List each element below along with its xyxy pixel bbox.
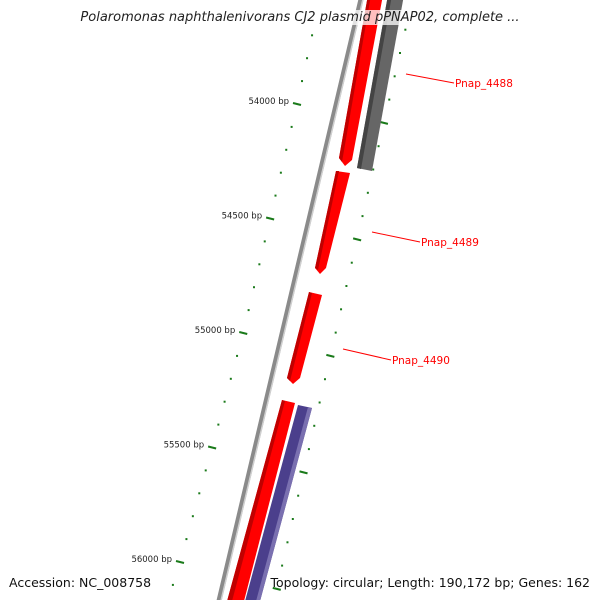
- gene-forward-4-shade: [227, 400, 285, 600]
- gene-label[interactable]: Pnap_4489: [421, 237, 479, 249]
- gene-label[interactable]: Pnap_4488: [455, 78, 513, 90]
- major-tick: [326, 353, 335, 358]
- gene-reverse-purple[interactable]: [244, 405, 312, 600]
- gene-label[interactable]: Pnap_4490: [392, 355, 450, 367]
- gene-pnap-4489[interactable]: [315, 171, 350, 274]
- map-title: Polaromonas naphthalenivorans CJ2 plasmi…: [0, 10, 600, 25]
- gene-forward-1[interactable]: [339, 0, 383, 166]
- backbone: [216, 0, 364, 600]
- gene-pnap-4488-shade: [357, 0, 392, 169]
- tick-label: 54000 bp: [248, 97, 289, 107]
- tick-label: 55000 bp: [195, 326, 236, 336]
- label-line-pnap-4488: [405, 73, 455, 84]
- gene-pnap-4490-shade: [287, 292, 312, 381]
- gene-pnap-4490[interactable]: [287, 292, 322, 384]
- tick-label: 56000 bp: [131, 555, 172, 565]
- accession-label: Accession: NC_008758: [9, 575, 152, 590]
- topology-label: Topology: circular; Length: 190,172 bp; …: [270, 575, 591, 590]
- major-tick: [272, 586, 281, 591]
- major-tick: [238, 331, 248, 335]
- major-tick: [379, 120, 389, 125]
- gene-pnap-4489-shade: [315, 171, 339, 270]
- major-tick: [175, 560, 185, 564]
- label-line-pnap-4489: [371, 231, 421, 243]
- major-tick: [352, 237, 362, 242]
- major-tick: [265, 216, 275, 221]
- label-line-pnap-4490: [342, 348, 392, 361]
- major-tick: [207, 445, 217, 450]
- gene-forward-1-shade: [339, 0, 371, 162]
- tick-label: 54500 bp: [222, 212, 263, 222]
- tick-label: 55500 bp: [164, 441, 205, 451]
- backbone-highlight: [220, 0, 364, 600]
- major-tick: [299, 470, 308, 475]
- gene-pnap-4488[interactable]: [357, 0, 404, 171]
- gene-reverse-purple-shade: [256, 407, 312, 600]
- major-tick: [292, 102, 302, 106]
